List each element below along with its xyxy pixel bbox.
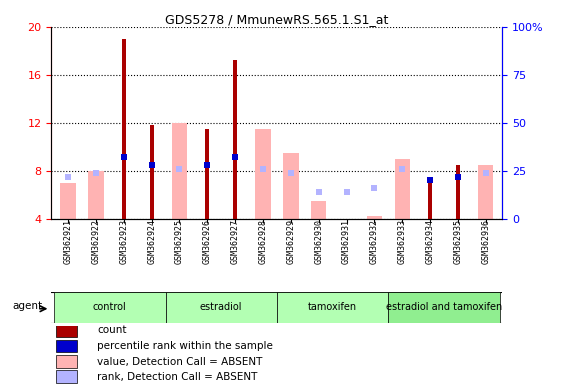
Text: GSM362932: GSM362932	[370, 219, 379, 264]
Bar	[388, 292, 500, 323]
Bar	[456, 165, 460, 219]
Text: GSM362936: GSM362936	[481, 219, 490, 264]
Bar	[150, 125, 154, 219]
Text: agent: agent	[13, 301, 43, 311]
Text: control: control	[93, 302, 127, 312]
Text: GSM362922: GSM362922	[91, 219, 100, 264]
Bar	[311, 201, 327, 219]
Bar	[54, 292, 166, 323]
Bar	[233, 61, 238, 219]
Bar	[56, 324, 77, 337]
Bar	[166, 292, 277, 323]
Bar	[277, 292, 388, 323]
Bar	[56, 340, 77, 353]
Text: estradiol and tamoxifen: estradiol and tamoxifen	[386, 302, 502, 312]
Title: GDS5278 / MmunewRS.565.1.S1_at: GDS5278 / MmunewRS.565.1.S1_at	[165, 13, 389, 26]
Text: GSM362931: GSM362931	[342, 219, 351, 264]
Bar	[428, 183, 432, 219]
Text: GSM362929: GSM362929	[287, 219, 295, 264]
Bar	[478, 165, 493, 219]
Text: GSM362933: GSM362933	[398, 219, 407, 264]
Text: percentile rank within the sample: percentile rank within the sample	[97, 341, 273, 351]
Text: GSM362930: GSM362930	[314, 219, 323, 264]
Bar	[122, 39, 126, 219]
Text: GSM362934: GSM362934	[425, 219, 435, 264]
Text: GSM362935: GSM362935	[453, 219, 463, 264]
Bar	[395, 159, 410, 219]
Bar	[283, 153, 299, 219]
Text: GSM362925: GSM362925	[175, 219, 184, 264]
Text: rank, Detection Call = ABSENT: rank, Detection Call = ABSENT	[97, 371, 258, 382]
Bar	[367, 217, 382, 219]
Bar	[89, 171, 103, 219]
Text: count: count	[97, 325, 127, 336]
Bar	[205, 129, 210, 219]
Text: GSM362923: GSM362923	[119, 219, 128, 264]
Text: GSM362924: GSM362924	[147, 219, 156, 264]
Text: value, Detection Call = ABSENT: value, Detection Call = ABSENT	[97, 356, 263, 367]
Text: estradiol: estradiol	[200, 302, 243, 312]
Bar	[172, 123, 187, 219]
Text: GSM362927: GSM362927	[231, 219, 240, 264]
Bar	[61, 183, 76, 219]
Text: GSM362926: GSM362926	[203, 219, 212, 264]
Bar	[56, 355, 77, 368]
Text: GSM362928: GSM362928	[259, 219, 267, 264]
Text: GSM362921: GSM362921	[63, 219, 73, 264]
Bar	[255, 129, 271, 219]
Bar	[56, 370, 77, 383]
Text: tamoxifen: tamoxifen	[308, 302, 357, 312]
